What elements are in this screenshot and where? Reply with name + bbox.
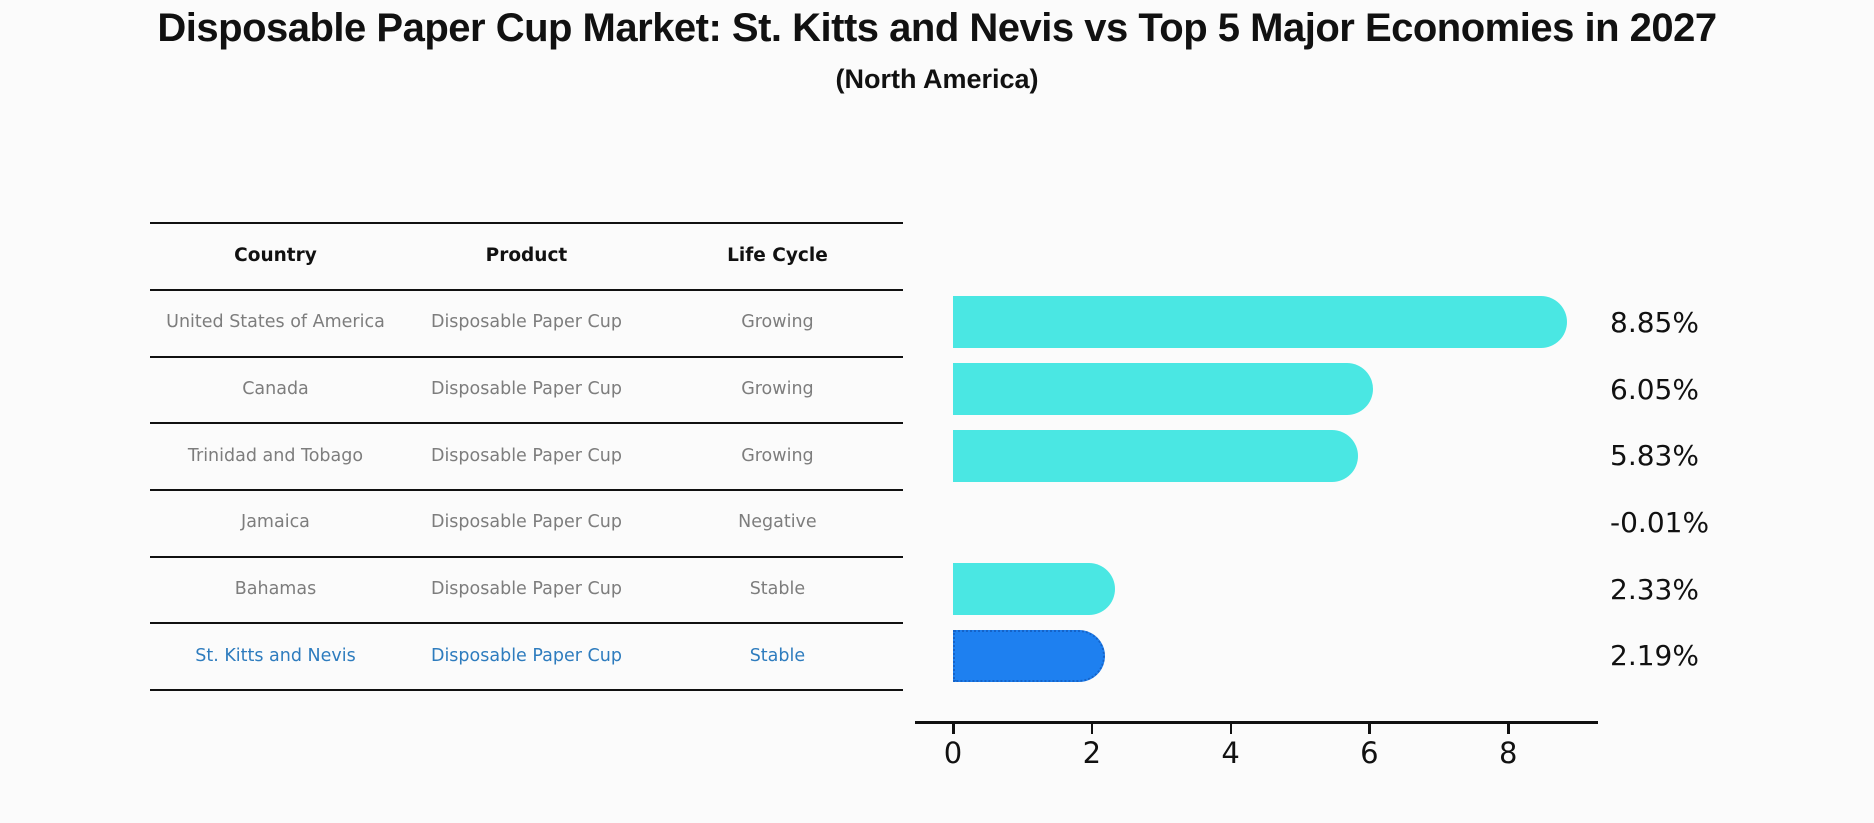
x-tick — [1090, 724, 1094, 734]
table-row: Jamaica Disposable Paper Cup Negative — [150, 489, 903, 556]
lifecycle-cell: Stable — [749, 645, 806, 666]
table-border-line — [150, 222, 903, 224]
header-country: Country — [234, 244, 317, 266]
x-tick — [1368, 724, 1371, 734]
chart-title: Disposable Paper Cup Market: St. Kitts a… — [157, 6, 1717, 50]
x-tick — [1507, 724, 1510, 734]
table-row: Canada Disposable Paper Cup Growing — [150, 356, 903, 423]
x-tick — [1229, 724, 1233, 734]
comparison-table: Country Product Life Cycle United States… — [150, 222, 903, 691]
value-label: 2.19% — [1610, 639, 1699, 673]
country-cell: United States of America — [166, 312, 385, 333]
country-cell: Bahamas — [234, 579, 317, 600]
table-border-line — [150, 289, 903, 291]
lifecycle-cell: Growing — [741, 445, 814, 466]
table-row: United States of America Disposable Pape… — [150, 289, 903, 356]
table-border-line — [150, 355, 903, 358]
table-row: Bahamas Disposable Paper Cup Stable — [150, 556, 903, 623]
x-tick-label: 6 — [1360, 736, 1379, 770]
x-tick — [952, 724, 955, 734]
header-lifecycle: Life Cycle — [727, 244, 828, 266]
table-row: Trinidad and Tobago Disposable Paper Cup… — [150, 422, 903, 489]
x-axis — [915, 721, 1598, 724]
product-cell: Disposable Paper Cup — [430, 512, 622, 533]
lifecycle-cell: Growing — [741, 379, 814, 400]
x-tick-label: 2 — [1082, 736, 1102, 770]
value-label: 2.33% — [1610, 572, 1699, 606]
bar — [953, 563, 1115, 616]
chart-subtitle: (North America) — [835, 64, 1039, 94]
product-cell: Disposable Paper Cup — [430, 312, 622, 333]
bar — [953, 429, 1358, 482]
table-border-line — [150, 489, 903, 491]
value-label: 5.83% — [1610, 439, 1699, 473]
table-border-line — [150, 622, 903, 625]
product-cell: Disposable Paper Cup — [430, 445, 622, 466]
country-cell: Trinidad and Tobago — [187, 445, 364, 466]
country-cell: Canada — [242, 379, 309, 400]
country-cell: St. Kitts and Nevis — [195, 645, 356, 666]
x-tick-label: 0 — [943, 736, 963, 770]
lifecycle-cell: Negative — [738, 512, 817, 533]
value-label: -0.01% — [1610, 505, 1710, 539]
table-header-row: Country Product Life Cycle — [150, 222, 903, 289]
x-tick-label: 4 — [1221, 736, 1240, 770]
highlight-bar — [953, 629, 1105, 682]
value-label: 8.85% — [1610, 305, 1699, 339]
product-cell: Disposable Paper Cup — [430, 579, 622, 600]
table-border-line — [150, 422, 903, 425]
x-tick-label: 8 — [1498, 736, 1518, 770]
lifecycle-cell: Stable — [749, 579, 806, 600]
header-product: Product — [485, 244, 568, 266]
table-border-line — [150, 689, 903, 691]
country-cell: Jamaica — [241, 512, 310, 533]
product-cell: Disposable Paper Cup — [430, 645, 622, 666]
table-border-line — [150, 555, 903, 558]
table-row-highlight: St. Kitts and Nevis Disposable Paper Cup… — [150, 622, 903, 689]
value-label: 6.05% — [1610, 372, 1699, 406]
product-cell: Disposable Paper Cup — [430, 379, 622, 400]
lifecycle-cell: Growing — [741, 312, 814, 333]
bar — [953, 296, 1568, 349]
bar — [953, 363, 1373, 416]
